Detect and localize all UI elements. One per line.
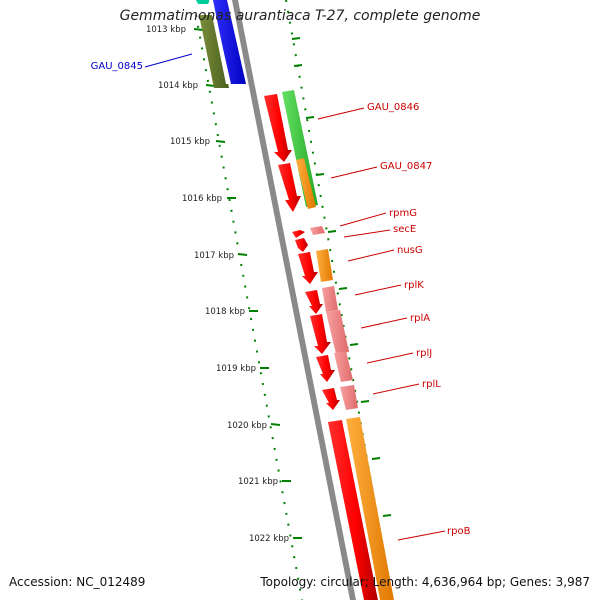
cds-secE (295, 238, 308, 252)
genome-summary-text: Topology: circular; Length: 4,636,964 bp… (260, 575, 590, 589)
cds-rplK (305, 290, 323, 314)
ruler-label: 1015 kbp (170, 137, 210, 147)
cog-rpoB (346, 417, 394, 600)
gene-label: rplA (410, 313, 430, 324)
gene-label: rplK (404, 280, 424, 291)
ruler-label: 1022 kbp (249, 534, 289, 544)
ruler-labels: 1013 kbp 1014 kbp 1015 kbp 1016 kbp 1017… (146, 25, 289, 544)
top-features (196, 0, 246, 88)
cog-nusG (316, 249, 333, 282)
cds-rplA (310, 314, 331, 354)
ruler-tick (205, 84, 216, 87)
ruler-label: 1014 kbp (158, 81, 198, 91)
gene-label: rplL (422, 379, 441, 390)
cog-rplA (326, 310, 349, 354)
white-gap (342, 419, 380, 600)
ruler-label: 1019 kbp (216, 364, 256, 374)
white-gap (209, 0, 230, 84)
cds-gau0847 (278, 163, 301, 212)
gene-label: rpmG (389, 208, 417, 219)
cog-rplJ (334, 351, 353, 382)
cds-rplJ (316, 355, 335, 382)
ruler-tick (215, 140, 226, 143)
cds-gau0845-cog (199, 15, 229, 88)
cog-gau0847 (296, 158, 316, 209)
cds-rpoB (328, 420, 378, 600)
gene-label: GAU_0847 (380, 161, 432, 172)
cds-nusG (298, 252, 318, 284)
cog-gau0846 (282, 90, 318, 207)
cog-teal-feature (196, 0, 210, 4)
leader-lines (144, 53, 446, 541)
cds-gau0845-blue (212, 0, 246, 84)
gene-label: GAU_0846 (367, 102, 419, 113)
ruler-tick (193, 28, 204, 31)
cds-gau0846 (264, 94, 292, 162)
cds-rplL (322, 388, 340, 410)
cog-rplK (322, 286, 338, 312)
ruler-label: 1013 kbp (146, 25, 186, 35)
ruler-ticks (193, 28, 392, 539)
cog-rplL (340, 385, 358, 410)
gene-cluster (264, 90, 394, 600)
ruler-label: 1017 kbp (194, 251, 234, 261)
ruler-label: 1020 kbp (227, 421, 267, 431)
ruler-label: 1018 kbp (205, 307, 245, 317)
cds-rpmG (292, 230, 305, 238)
ruler-label: 1021 kbp (238, 477, 278, 487)
gene-label: rplJ (416, 348, 432, 359)
ruler-tick (270, 423, 281, 426)
gene-label: nusG (397, 245, 423, 256)
gene-label: GAU_0845 (91, 61, 143, 72)
inner-dotted-ring (195, 14, 303, 600)
gene-label: rpoB (447, 526, 471, 537)
gene-label: secE (393, 224, 416, 235)
ruler-tick (237, 253, 248, 256)
map-title: Gemmatimonas aurantiaca T-27, complete g… (119, 8, 481, 24)
accession-text: Accession: NC_012489 (9, 575, 146, 589)
cog-rpmG (310, 226, 325, 235)
gene-labels: GAU_0845 GAU_0846 GAU_0847 rpmG secE nus… (91, 61, 471, 537)
ruler-label: 1016 kbp (182, 194, 222, 204)
backbone (232, 0, 356, 600)
